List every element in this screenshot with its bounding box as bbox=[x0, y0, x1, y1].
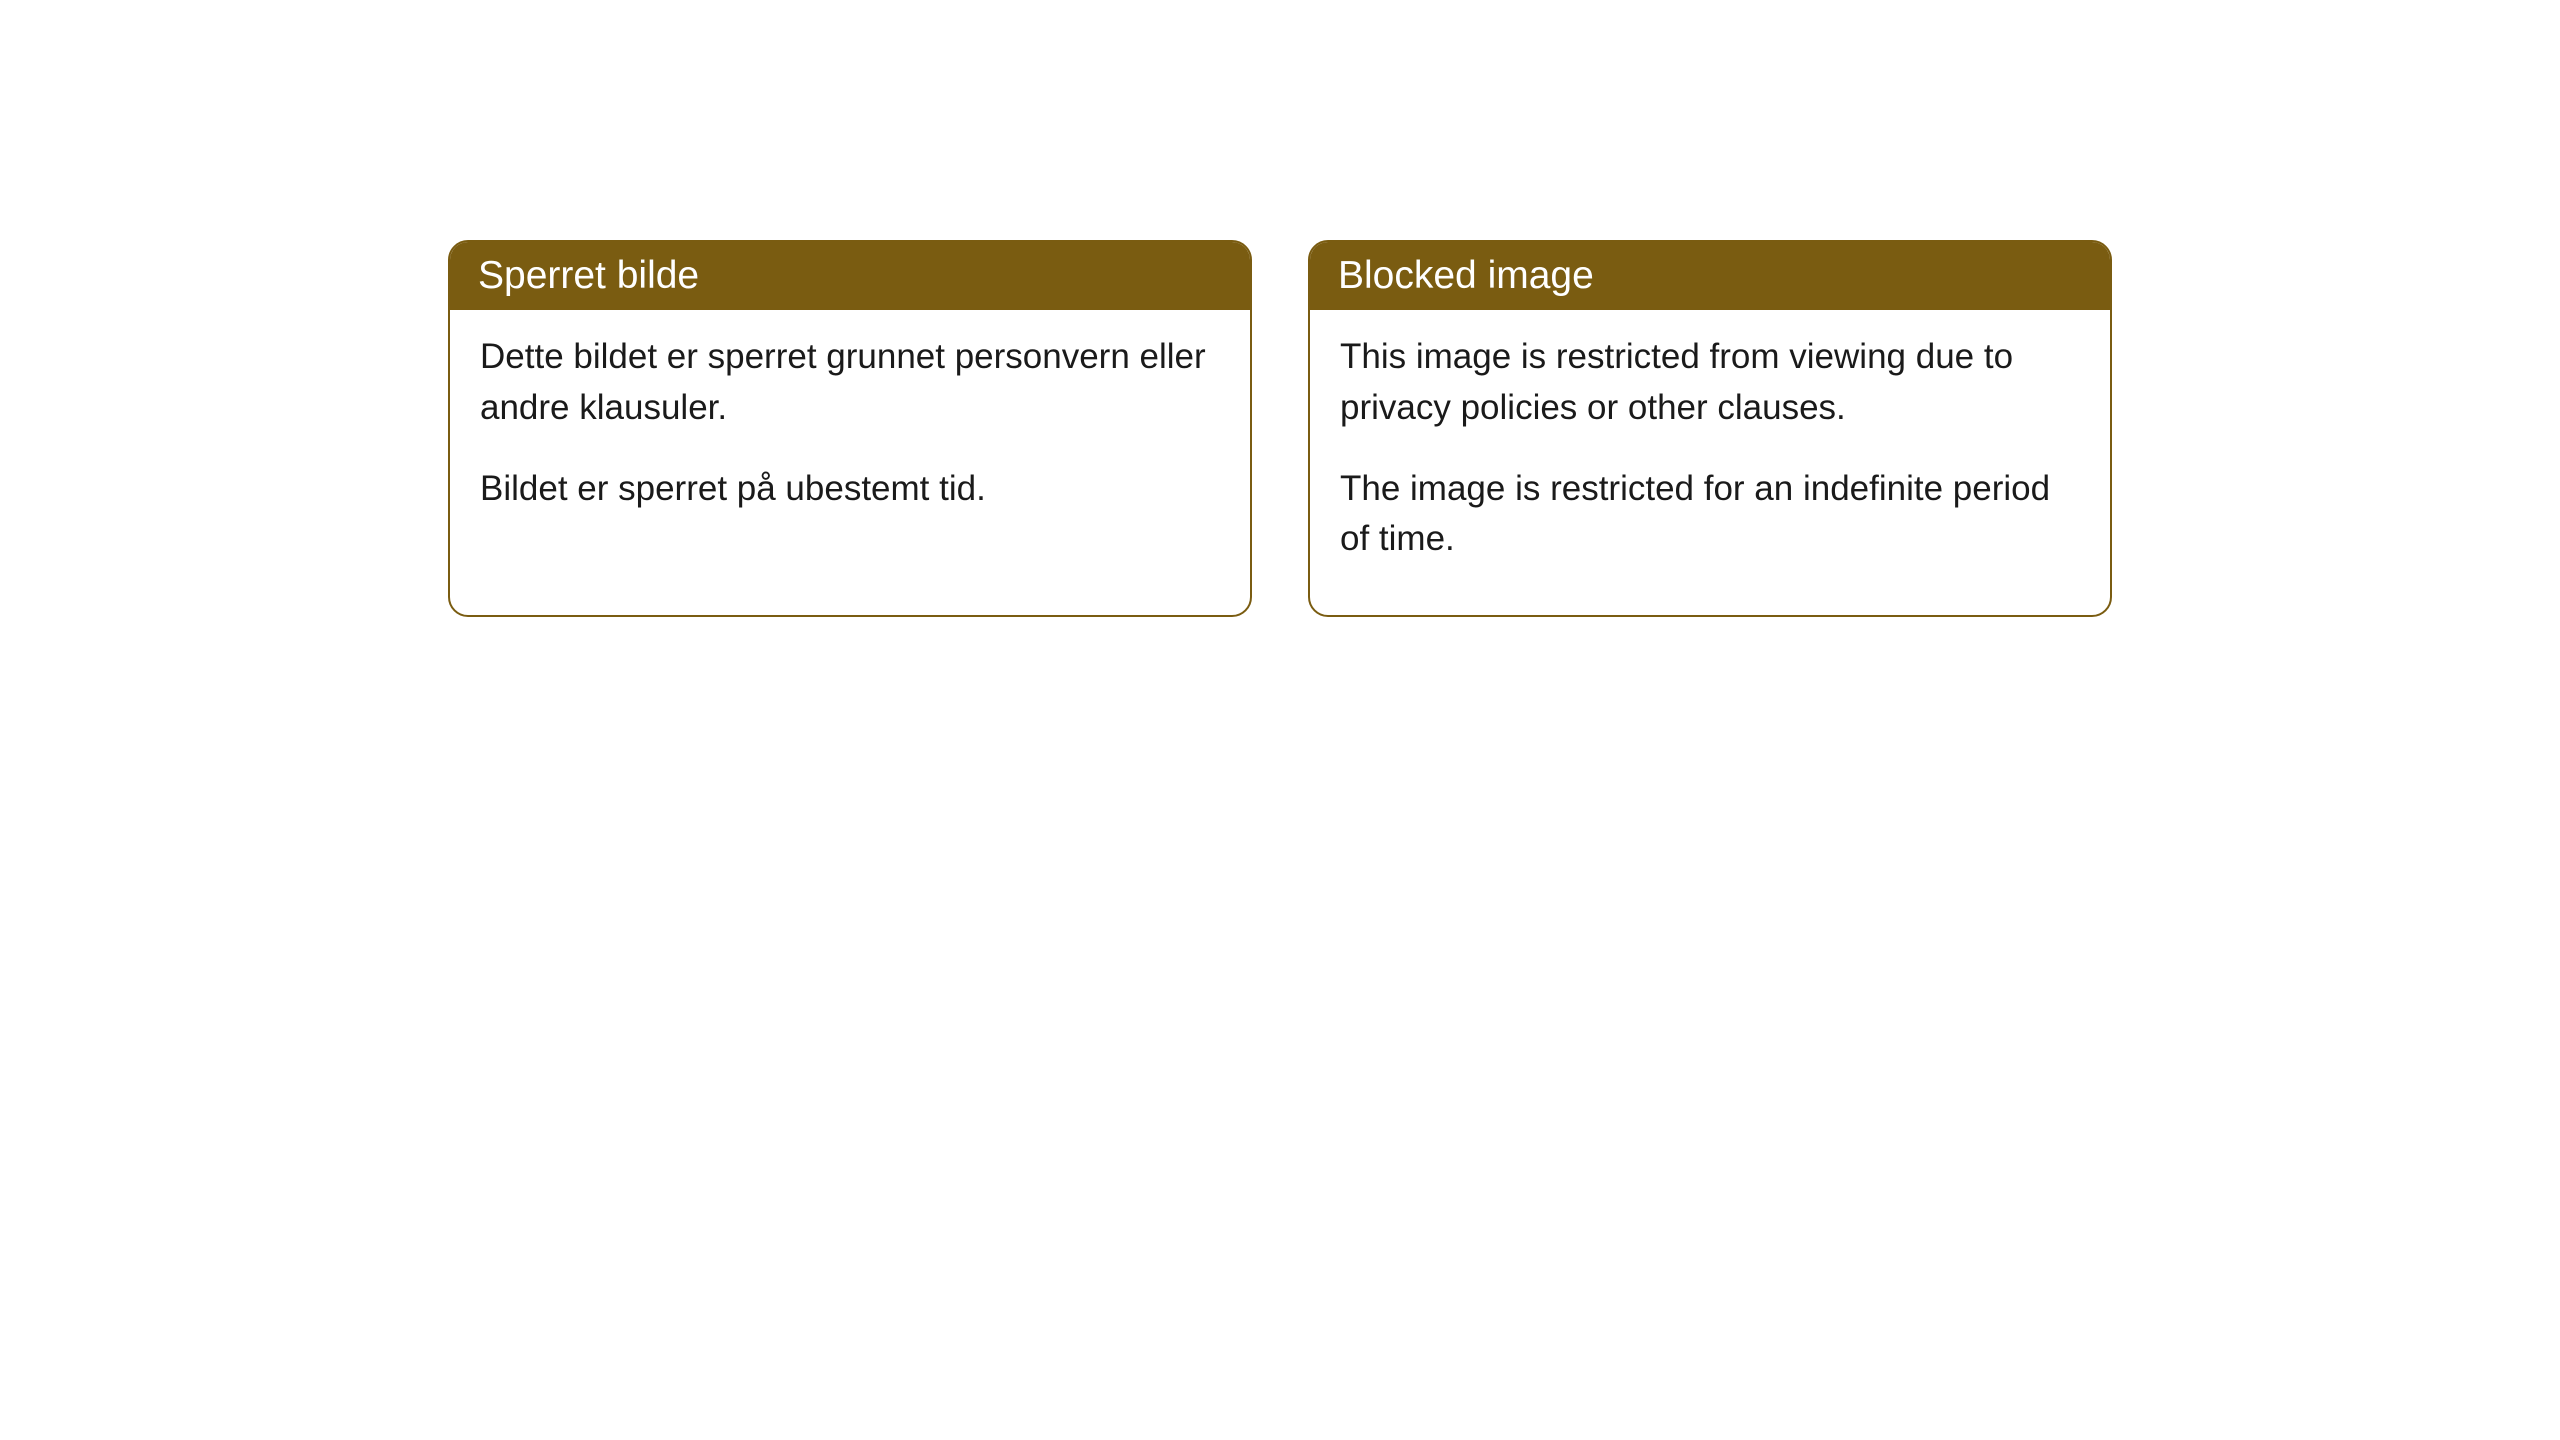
card-title: Blocked image bbox=[1338, 254, 1594, 297]
card-paragraph: The image is restricted for an indefinit… bbox=[1340, 464, 2080, 566]
notice-card-english: Blocked image This image is restricted f… bbox=[1308, 240, 2112, 617]
card-paragraph: Dette bildet er sperret grunnet personve… bbox=[480, 332, 1220, 434]
card-body-english: This image is restricted from viewing du… bbox=[1310, 310, 2110, 615]
card-title: Sperret bilde bbox=[478, 254, 699, 297]
card-header-norwegian: Sperret bilde bbox=[450, 242, 1250, 310]
notice-cards-container: Sperret bilde Dette bildet er sperret gr… bbox=[448, 240, 2112, 617]
card-header-english: Blocked image bbox=[1310, 242, 2110, 310]
card-body-norwegian: Dette bildet er sperret grunnet personve… bbox=[450, 310, 1250, 564]
card-paragraph: This image is restricted from viewing du… bbox=[1340, 332, 2080, 434]
notice-card-norwegian: Sperret bilde Dette bildet er sperret gr… bbox=[448, 240, 1252, 617]
card-paragraph: Bildet er sperret på ubestemt tid. bbox=[480, 464, 1220, 515]
